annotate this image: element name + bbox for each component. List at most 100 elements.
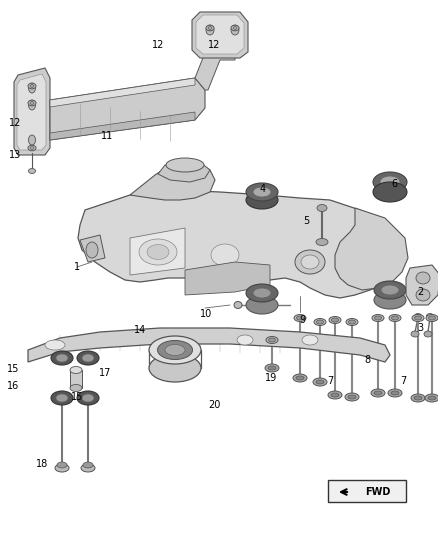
Ellipse shape [314,319,326,326]
Ellipse shape [268,366,276,370]
Polygon shape [50,112,195,140]
Ellipse shape [30,147,34,149]
Text: 8: 8 [365,355,371,365]
Ellipse shape [51,351,73,365]
Ellipse shape [348,395,356,399]
Ellipse shape [296,376,304,380]
Text: 6: 6 [391,179,397,189]
Polygon shape [335,208,408,290]
Ellipse shape [28,83,35,93]
Polygon shape [50,78,205,140]
Ellipse shape [30,102,34,104]
Text: 15: 15 [71,392,83,402]
Ellipse shape [28,100,36,106]
Ellipse shape [246,296,278,314]
Ellipse shape [51,391,73,405]
Ellipse shape [70,384,82,392]
Ellipse shape [231,25,239,31]
Ellipse shape [428,316,435,320]
Ellipse shape [424,331,432,337]
Ellipse shape [414,316,421,320]
Ellipse shape [28,145,36,151]
Ellipse shape [208,27,212,29]
Ellipse shape [416,289,430,301]
Ellipse shape [57,462,67,468]
Ellipse shape [45,340,65,350]
Ellipse shape [28,83,36,89]
Ellipse shape [268,338,276,342]
Ellipse shape [416,272,430,284]
Text: 12: 12 [9,118,21,127]
Ellipse shape [297,316,304,320]
Text: 2: 2 [417,287,424,297]
Ellipse shape [28,100,35,110]
Ellipse shape [246,183,278,201]
Ellipse shape [346,319,358,326]
Ellipse shape [411,394,425,402]
Ellipse shape [374,281,406,299]
Ellipse shape [253,187,271,197]
Ellipse shape [428,396,436,400]
Ellipse shape [86,242,98,258]
Ellipse shape [206,25,214,35]
Ellipse shape [246,191,278,209]
Ellipse shape [425,394,438,402]
Ellipse shape [266,336,278,343]
Ellipse shape [82,394,94,402]
Ellipse shape [149,354,201,382]
Ellipse shape [317,320,324,324]
Bar [328,480,406,502]
Ellipse shape [77,391,99,405]
Text: 12: 12 [152,41,164,50]
Polygon shape [185,262,270,295]
Polygon shape [196,15,244,54]
Text: 4: 4 [260,184,266,194]
Ellipse shape [414,396,422,400]
Ellipse shape [392,316,399,320]
Ellipse shape [237,335,253,345]
Text: 17: 17 [99,368,111,378]
Ellipse shape [233,27,237,29]
Ellipse shape [317,205,327,212]
Ellipse shape [234,302,242,309]
Ellipse shape [211,244,239,266]
Text: 12: 12 [208,41,221,50]
Ellipse shape [391,391,399,395]
Ellipse shape [166,158,204,172]
Ellipse shape [158,341,192,359]
Polygon shape [78,190,405,298]
Text: 1: 1 [74,262,80,271]
Text: 15: 15 [7,365,19,374]
Ellipse shape [301,255,319,269]
Text: 20: 20 [208,400,221,410]
Ellipse shape [331,393,339,397]
Ellipse shape [316,380,324,384]
Ellipse shape [329,317,341,324]
Ellipse shape [374,291,406,309]
Ellipse shape [414,313,421,319]
Ellipse shape [56,354,68,362]
Ellipse shape [70,367,82,374]
Ellipse shape [411,331,419,337]
Ellipse shape [313,378,327,386]
Ellipse shape [28,135,35,145]
Ellipse shape [374,391,382,395]
Polygon shape [50,78,195,107]
Ellipse shape [147,245,169,260]
Ellipse shape [253,288,271,298]
Ellipse shape [165,344,185,356]
Ellipse shape [412,314,424,321]
Ellipse shape [30,85,34,87]
Ellipse shape [77,351,99,365]
Ellipse shape [295,250,325,274]
Ellipse shape [328,391,342,399]
Ellipse shape [332,318,339,322]
Ellipse shape [28,168,35,174]
Ellipse shape [206,25,214,31]
Text: 16: 16 [7,382,19,391]
Polygon shape [406,265,438,305]
Ellipse shape [265,364,279,372]
Ellipse shape [293,374,307,382]
Polygon shape [17,74,46,150]
Ellipse shape [316,238,328,246]
